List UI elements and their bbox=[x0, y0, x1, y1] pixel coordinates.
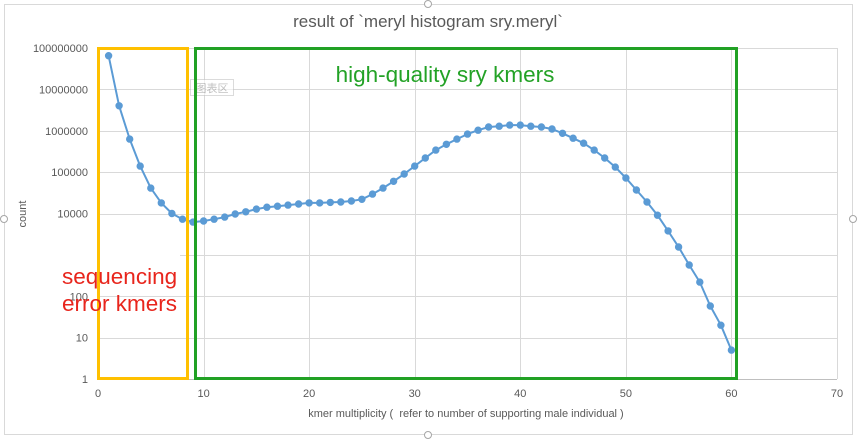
data-point[interactable] bbox=[252, 205, 261, 213]
data-point[interactable] bbox=[548, 125, 556, 133]
data-point[interactable] bbox=[622, 174, 630, 182]
data-point[interactable] bbox=[400, 170, 408, 178]
y-axis-title[interactable]: count bbox=[17, 201, 29, 228]
data-point[interactable] bbox=[242, 208, 250, 216]
data-point[interactable] bbox=[664, 227, 672, 235]
data-point[interactable] bbox=[421, 154, 429, 162]
y-tick-label[interactable]: 1000000 bbox=[45, 126, 88, 138]
data-point[interactable] bbox=[643, 198, 651, 206]
data-point[interactable] bbox=[579, 139, 588, 147]
x-tick-label[interactable]: 0 bbox=[95, 388, 101, 400]
x-axis-tick-labels[interactable]: 0 10 20 30 40 50 60 70 bbox=[95, 388, 843, 400]
error-kmers-label-line-1[interactable]: sequencing bbox=[62, 264, 177, 289]
data-point[interactable] bbox=[389, 177, 398, 185]
data-point[interactable] bbox=[474, 126, 482, 134]
data-point[interactable] bbox=[284, 201, 292, 209]
data-point[interactable] bbox=[484, 123, 493, 131]
data-point[interactable] bbox=[632, 186, 641, 194]
data-point[interactable] bbox=[516, 121, 524, 129]
data-point[interactable] bbox=[569, 134, 577, 142]
data-point[interactable] bbox=[358, 195, 366, 203]
x-tick-label[interactable]: 30 bbox=[409, 388, 421, 400]
x-tick-label[interactable]: 50 bbox=[620, 388, 632, 400]
data-point[interactable] bbox=[717, 321, 725, 329]
data-point[interactable] bbox=[136, 162, 144, 170]
data-point[interactable] bbox=[104, 52, 113, 60]
data-point[interactable] bbox=[157, 199, 165, 207]
x-tick-label[interactable]: 20 bbox=[303, 388, 315, 400]
data-point[interactable] bbox=[727, 346, 736, 354]
x-tick-label[interactable]: 70 bbox=[831, 388, 843, 400]
y-tick-label[interactable]: 100 bbox=[70, 291, 88, 303]
data-point[interactable] bbox=[305, 199, 313, 207]
data-point[interactable] bbox=[601, 154, 609, 162]
data-point[interactable] bbox=[337, 198, 345, 206]
data-point[interactable] bbox=[442, 140, 451, 148]
data-point[interactable] bbox=[537, 123, 546, 131]
data-point[interactable] bbox=[316, 199, 324, 207]
y-tick-label[interactable]: 10000000 bbox=[39, 84, 88, 96]
data-series[interactable] bbox=[104, 52, 736, 354]
data-point[interactable] bbox=[263, 203, 271, 211]
data-point[interactable] bbox=[326, 198, 334, 207]
x-tick-label[interactable]: 10 bbox=[197, 388, 209, 400]
y-tick-label[interactable]: 100000000 bbox=[33, 43, 88, 55]
error-kmers-textbox-background[interactable] bbox=[56, 246, 180, 290]
data-point[interactable] bbox=[453, 135, 461, 143]
data-point[interactable] bbox=[558, 129, 567, 137]
data-point[interactable] bbox=[178, 215, 187, 223]
x-tick-label[interactable]: 40 bbox=[514, 388, 526, 400]
data-point[interactable] bbox=[674, 243, 683, 251]
series-markers[interactable] bbox=[104, 52, 736, 354]
data-point[interactable] bbox=[432, 146, 440, 154]
data-point[interactable] bbox=[210, 215, 218, 223]
data-point[interactable] bbox=[294, 200, 303, 208]
data-point[interactable] bbox=[273, 202, 282, 210]
data-point[interactable] bbox=[495, 122, 503, 130]
data-point[interactable] bbox=[696, 278, 704, 286]
high-quality-kmers-label[interactable]: high-quality sry kmers bbox=[336, 62, 555, 87]
high-quality-kmers-highlight-box[interactable] bbox=[194, 47, 738, 380]
chart-title[interactable]: result of `meryl histogram sry.meryl` bbox=[293, 12, 563, 31]
error-kmers-label-line-2[interactable]: error kmers bbox=[62, 291, 177, 316]
data-point[interactable] bbox=[115, 102, 123, 110]
y-tick-label[interactable]: 100000 bbox=[51, 167, 88, 179]
resize-handle-right[interactable] bbox=[849, 215, 857, 223]
data-point[interactable] bbox=[463, 130, 472, 138]
tooltip-text: 图表区 bbox=[196, 81, 229, 95]
data-point[interactable] bbox=[368, 190, 377, 198]
x-tick-label[interactable]: 60 bbox=[725, 388, 737, 400]
data-point[interactable] bbox=[653, 211, 662, 219]
data-point[interactable] bbox=[231, 210, 239, 218]
data-point[interactable] bbox=[611, 163, 619, 171]
data-point[interactable] bbox=[379, 184, 387, 192]
data-point[interactable] bbox=[527, 122, 535, 130]
resize-handle-bottom[interactable] bbox=[424, 431, 432, 439]
data-point[interactable] bbox=[411, 162, 419, 170]
data-point[interactable] bbox=[347, 197, 356, 205]
tooltip-box bbox=[190, 79, 234, 96]
y-tick-label[interactable]: 10 bbox=[76, 333, 88, 345]
resize-handle-left[interactable] bbox=[0, 215, 8, 223]
data-point[interactable] bbox=[199, 217, 208, 225]
resize-handle-top[interactable] bbox=[424, 0, 432, 8]
data-point[interactable] bbox=[220, 213, 229, 221]
data-point[interactable] bbox=[168, 209, 176, 218]
chart-area-tooltip: 图表区 bbox=[190, 79, 234, 96]
data-point[interactable] bbox=[125, 135, 134, 143]
y-tick-label[interactable]: 10000 bbox=[57, 209, 88, 221]
x-axis-title[interactable]: kmer multiplicity ( refer to number of s… bbox=[308, 408, 623, 420]
y-tick-label[interactable]: 1 bbox=[82, 374, 88, 386]
data-point[interactable] bbox=[685, 261, 693, 269]
data-point[interactable] bbox=[590, 146, 598, 154]
error-kmers-highlight-box[interactable] bbox=[97, 47, 189, 380]
data-point[interactable] bbox=[147, 184, 155, 192]
data-point[interactable] bbox=[506, 121, 514, 129]
data-point[interactable] bbox=[706, 302, 714, 310]
chart-area-border bbox=[4, 4, 853, 435]
